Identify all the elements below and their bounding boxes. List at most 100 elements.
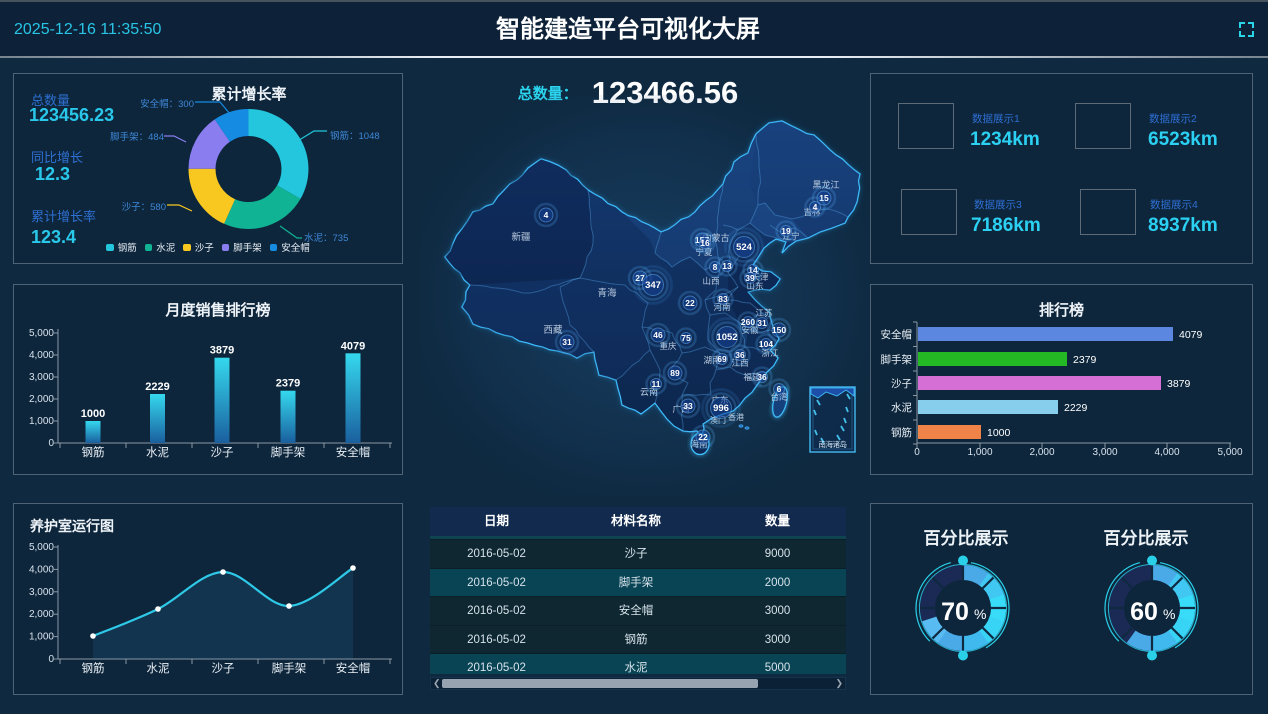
svg-text:脚手架：484: 脚手架：484 <box>110 131 164 143</box>
svg-text:水泥: 水泥 <box>891 401 912 414</box>
svg-text:%: % <box>1163 606 1175 622</box>
svg-text:0: 0 <box>48 654 54 665</box>
svg-text:安全帽: 安全帽 <box>336 661 371 675</box>
svg-text:3879: 3879 <box>210 345 234 357</box>
svg-text:31: 31 <box>757 318 767 328</box>
svg-text:150: 150 <box>772 325 786 335</box>
svg-text:1,000: 1,000 <box>967 447 992 458</box>
svg-text:27: 27 <box>635 273 645 283</box>
svg-text:13: 13 <box>722 261 732 271</box>
svg-text:钢筋: 钢筋 <box>82 661 105 675</box>
svg-text:吉林: 吉林 <box>803 207 821 217</box>
svg-text:脚手架: 脚手架 <box>272 661 307 675</box>
svg-text:云南: 云南 <box>640 386 658 397</box>
svg-text:钢筋: 钢筋 <box>891 426 912 439</box>
svg-text:%: % <box>974 606 986 622</box>
svg-text:重庆: 重庆 <box>659 341 677 351</box>
svg-text:89: 89 <box>670 368 680 378</box>
svg-text:4079: 4079 <box>1179 329 1203 341</box>
svg-text:新疆: 新疆 <box>511 231 531 243</box>
svg-text:天津: 天津 <box>751 272 769 282</box>
svg-text:33: 33 <box>683 401 693 411</box>
svg-text:4: 4 <box>813 202 818 212</box>
svg-text:60: 60 <box>1130 598 1158 626</box>
svg-text:青海: 青海 <box>597 287 617 299</box>
svg-text:4: 4 <box>544 210 549 220</box>
svg-text:澳门: 澳门 <box>710 415 726 425</box>
svg-text:4,000: 4,000 <box>29 564 54 575</box>
svg-text:46: 46 <box>653 330 663 340</box>
svg-text:22: 22 <box>698 432 708 442</box>
svg-text:湖南: 湖南 <box>703 355 720 365</box>
svg-text:内蒙古: 内蒙古 <box>702 232 729 243</box>
svg-text:山东: 山东 <box>746 281 763 291</box>
svg-text:5,000: 5,000 <box>29 542 54 553</box>
svg-text:安全帽: 安全帽 <box>336 445 371 459</box>
svg-text:5,000: 5,000 <box>1217 447 1242 458</box>
svg-text:沙子: 沙子 <box>891 378 912 390</box>
svg-text:安全帽: 安全帽 <box>881 328 913 341</box>
svg-text:香港: 香港 <box>728 412 744 422</box>
svg-text:14: 14 <box>748 265 758 275</box>
svg-text:3,000: 3,000 <box>1092 447 1117 458</box>
svg-text:31: 31 <box>562 337 572 347</box>
svg-text:沙子: 沙子 <box>212 662 235 675</box>
svg-text:辽宁: 辽宁 <box>782 231 799 241</box>
svg-text:沙子：580: 沙子：580 <box>122 202 166 213</box>
svg-text:水泥: 水泥 <box>147 662 170 675</box>
svg-text:5,000: 5,000 <box>29 328 54 339</box>
svg-text:脚手架: 脚手架 <box>271 445 306 459</box>
svg-text:山西: 山西 <box>702 276 719 286</box>
svg-text:2229: 2229 <box>1064 402 1088 414</box>
svg-text:0: 0 <box>914 447 920 458</box>
svg-text:0: 0 <box>48 438 54 449</box>
svg-text:70: 70 <box>941 598 969 626</box>
svg-text:36: 36 <box>735 350 745 360</box>
svg-text:260: 260 <box>741 317 755 327</box>
svg-text:996: 996 <box>713 403 729 414</box>
svg-text:8: 8 <box>713 262 718 272</box>
svg-text:11: 11 <box>652 379 661 389</box>
svg-text:沙子: 沙子 <box>211 446 234 459</box>
svg-text:4,000: 4,000 <box>29 350 54 361</box>
svg-text:2379: 2379 <box>276 378 300 390</box>
svg-text:6: 6 <box>777 384 782 394</box>
svg-text:2229: 2229 <box>145 381 169 393</box>
svg-text:广西: 广西 <box>672 404 689 414</box>
svg-text:江西: 江西 <box>731 358 748 368</box>
svg-text:15: 15 <box>819 193 829 203</box>
svg-text:2,000: 2,000 <box>29 609 54 620</box>
svg-text:安徽: 安徽 <box>741 325 759 335</box>
svg-text:1,000: 1,000 <box>29 416 54 427</box>
svg-text:83: 83 <box>718 294 728 304</box>
svg-text:浙江: 浙江 <box>761 348 779 358</box>
svg-text:钢筋：1048: 钢筋：1048 <box>330 130 380 142</box>
svg-text:1000: 1000 <box>987 427 1011 439</box>
svg-text:1,000: 1,000 <box>29 632 54 643</box>
svg-text:福建: 福建 <box>743 372 761 382</box>
svg-text:39: 39 <box>745 273 755 283</box>
svg-text:西藏: 西藏 <box>543 324 563 336</box>
svg-text:3,000: 3,000 <box>29 587 54 598</box>
svg-text:2,000: 2,000 <box>1029 447 1054 458</box>
svg-text:3,000: 3,000 <box>29 372 54 383</box>
svg-text:河南: 河南 <box>713 302 730 312</box>
svg-text:2379: 2379 <box>1073 354 1097 366</box>
svg-text:安全帽：300: 安全帽：300 <box>140 98 194 110</box>
svg-text:黑龙江: 黑龙江 <box>812 179 839 190</box>
svg-text:1052: 1052 <box>716 332 737 343</box>
svg-text:水泥：735: 水泥：735 <box>304 232 348 244</box>
svg-text:347: 347 <box>645 280 661 291</box>
svg-text:4,000: 4,000 <box>1154 447 1179 458</box>
svg-text:宁夏: 宁夏 <box>695 247 713 257</box>
svg-text:4079: 4079 <box>341 340 365 352</box>
svg-text:524: 524 <box>736 242 753 253</box>
svg-text:1000: 1000 <box>81 408 105 420</box>
svg-text:36: 36 <box>757 372 767 382</box>
svg-text:脚手架: 脚手架 <box>881 353 913 366</box>
svg-text:75: 75 <box>681 333 691 343</box>
svg-text:69: 69 <box>717 354 727 364</box>
svg-text:海南: 海南 <box>690 439 707 449</box>
svg-text:3879: 3879 <box>1167 378 1191 390</box>
svg-text:水泥: 水泥 <box>146 446 169 459</box>
